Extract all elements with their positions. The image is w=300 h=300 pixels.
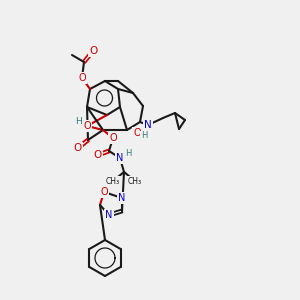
Text: O: O [94,150,102,160]
Text: N: N [118,193,126,203]
Text: O: O [89,46,97,56]
Text: O: O [100,187,108,197]
Text: O: O [83,121,91,131]
Text: O: O [74,143,82,153]
Text: N: N [116,153,124,163]
Text: CH₃: CH₃ [106,176,120,185]
Text: CH₃: CH₃ [128,176,142,185]
Text: O: O [109,133,117,143]
Text: N: N [144,120,152,130]
Text: H: H [75,118,81,127]
Text: N: N [105,210,113,220]
Text: H: H [125,148,131,158]
Text: O: O [78,73,86,83]
Text: O: O [133,128,141,138]
Text: H: H [141,131,147,140]
